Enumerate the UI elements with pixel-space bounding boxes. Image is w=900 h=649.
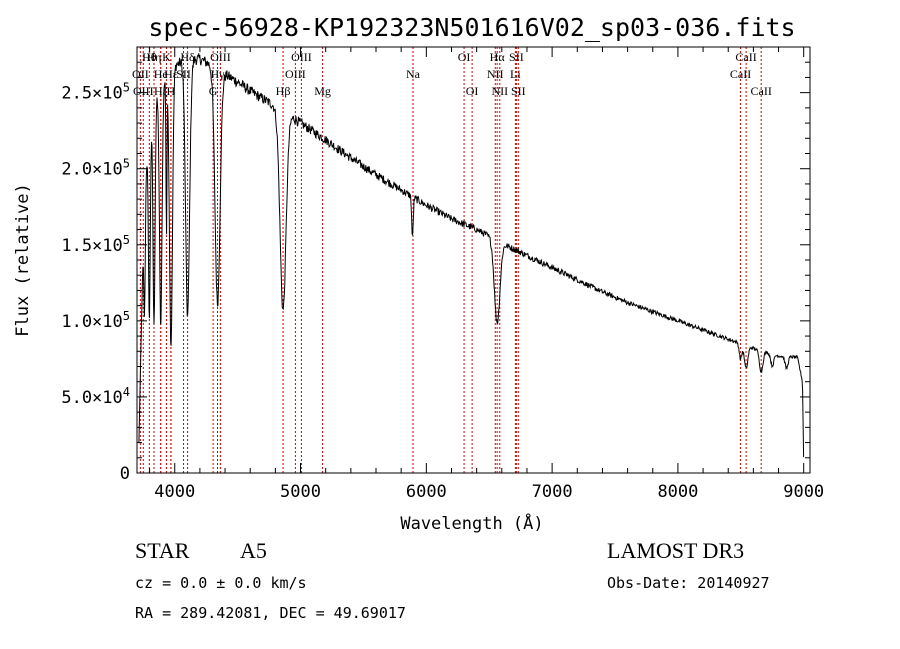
line-label: He: [154, 67, 168, 81]
x-tick-label: 6000: [406, 482, 447, 502]
line-label: CaII: [730, 67, 751, 81]
line-label: Li: [510, 67, 521, 81]
y-axis-label: Flux (relative): [13, 183, 33, 337]
x-axis-ticks: 4000 5000 6000 7000 8000 9000: [149, 47, 824, 502]
x-axis-label: Wavelength (Å): [400, 512, 543, 534]
x-tick-label: 5000: [280, 482, 321, 502]
object-class: STAR: [135, 538, 190, 563]
line-label: OIII: [285, 67, 306, 81]
line-label: G: [209, 84, 218, 98]
line-label: SII: [509, 50, 524, 64]
plot-frame: [136, 46, 811, 474]
line-label: NII: [491, 84, 508, 98]
spectrum-line: [138, 53, 805, 458]
line-label: OI: [466, 84, 479, 98]
line-label: Mg: [314, 84, 331, 98]
y-tick-label: 2.0×105: [61, 157, 130, 180]
line-label: OIII: [133, 84, 154, 98]
spectral-line-markers: [139, 47, 762, 473]
line-label: Hα: [490, 50, 506, 64]
line-label: Hγ: [211, 67, 226, 81]
x-tick-label: 4000: [154, 482, 195, 502]
line-label: Hη: [147, 50, 162, 64]
y-tick-label: 2.5×105: [61, 81, 130, 104]
line-label: K: [162, 50, 171, 64]
line-label: SII: [511, 84, 526, 98]
line-label: CaII: [735, 50, 756, 64]
line-label: NII: [487, 67, 504, 81]
chart-title: spec-56928-KP192323N501616V02_sp03-036.f…: [148, 13, 795, 42]
x-tick-label: 9000: [783, 482, 824, 502]
x-tick-label: 8000: [657, 482, 698, 502]
line-label: CaII: [751, 84, 772, 98]
line-label: OII: [132, 67, 149, 81]
y-tick-label: 1.0×105: [61, 309, 130, 332]
line-label: OIII: [210, 50, 231, 64]
line-label: Hβ: [276, 84, 291, 98]
survey-name: LAMOST DR3: [607, 538, 744, 563]
line-label: SII: [176, 67, 191, 81]
redshift-cz: cz = 0.0 ± 0.0 km/s: [135, 574, 307, 592]
y-tick-label: 5.0×104: [61, 385, 130, 408]
spectral-line-labels: HθOIIOIIIHηHeHζKHHεHδSIIGOIIIHγHβOIIIOII…: [132, 50, 772, 98]
y-tick-label: 0: [120, 464, 130, 484]
ra-dec: RA = 289.42081, DEC = 49.69017: [135, 604, 406, 622]
line-label: OIII: [291, 50, 312, 64]
observation-date: Obs-Date: 20140927: [607, 574, 770, 592]
line-label: Hδ: [180, 50, 195, 64]
line-label: H: [167, 84, 176, 98]
y-axis-ticks: 0 5.0×104 1.0×105 1.5×105 2.0×105 2.5×105: [61, 61, 810, 484]
y-tick-label: 1.5×105: [61, 233, 130, 256]
line-label: OI: [458, 50, 471, 64]
line-label: Hθ: [142, 50, 157, 64]
x-tick-label: 7000: [532, 482, 573, 502]
object-subclass: A5: [240, 538, 267, 563]
line-label: Na: [406, 67, 421, 81]
